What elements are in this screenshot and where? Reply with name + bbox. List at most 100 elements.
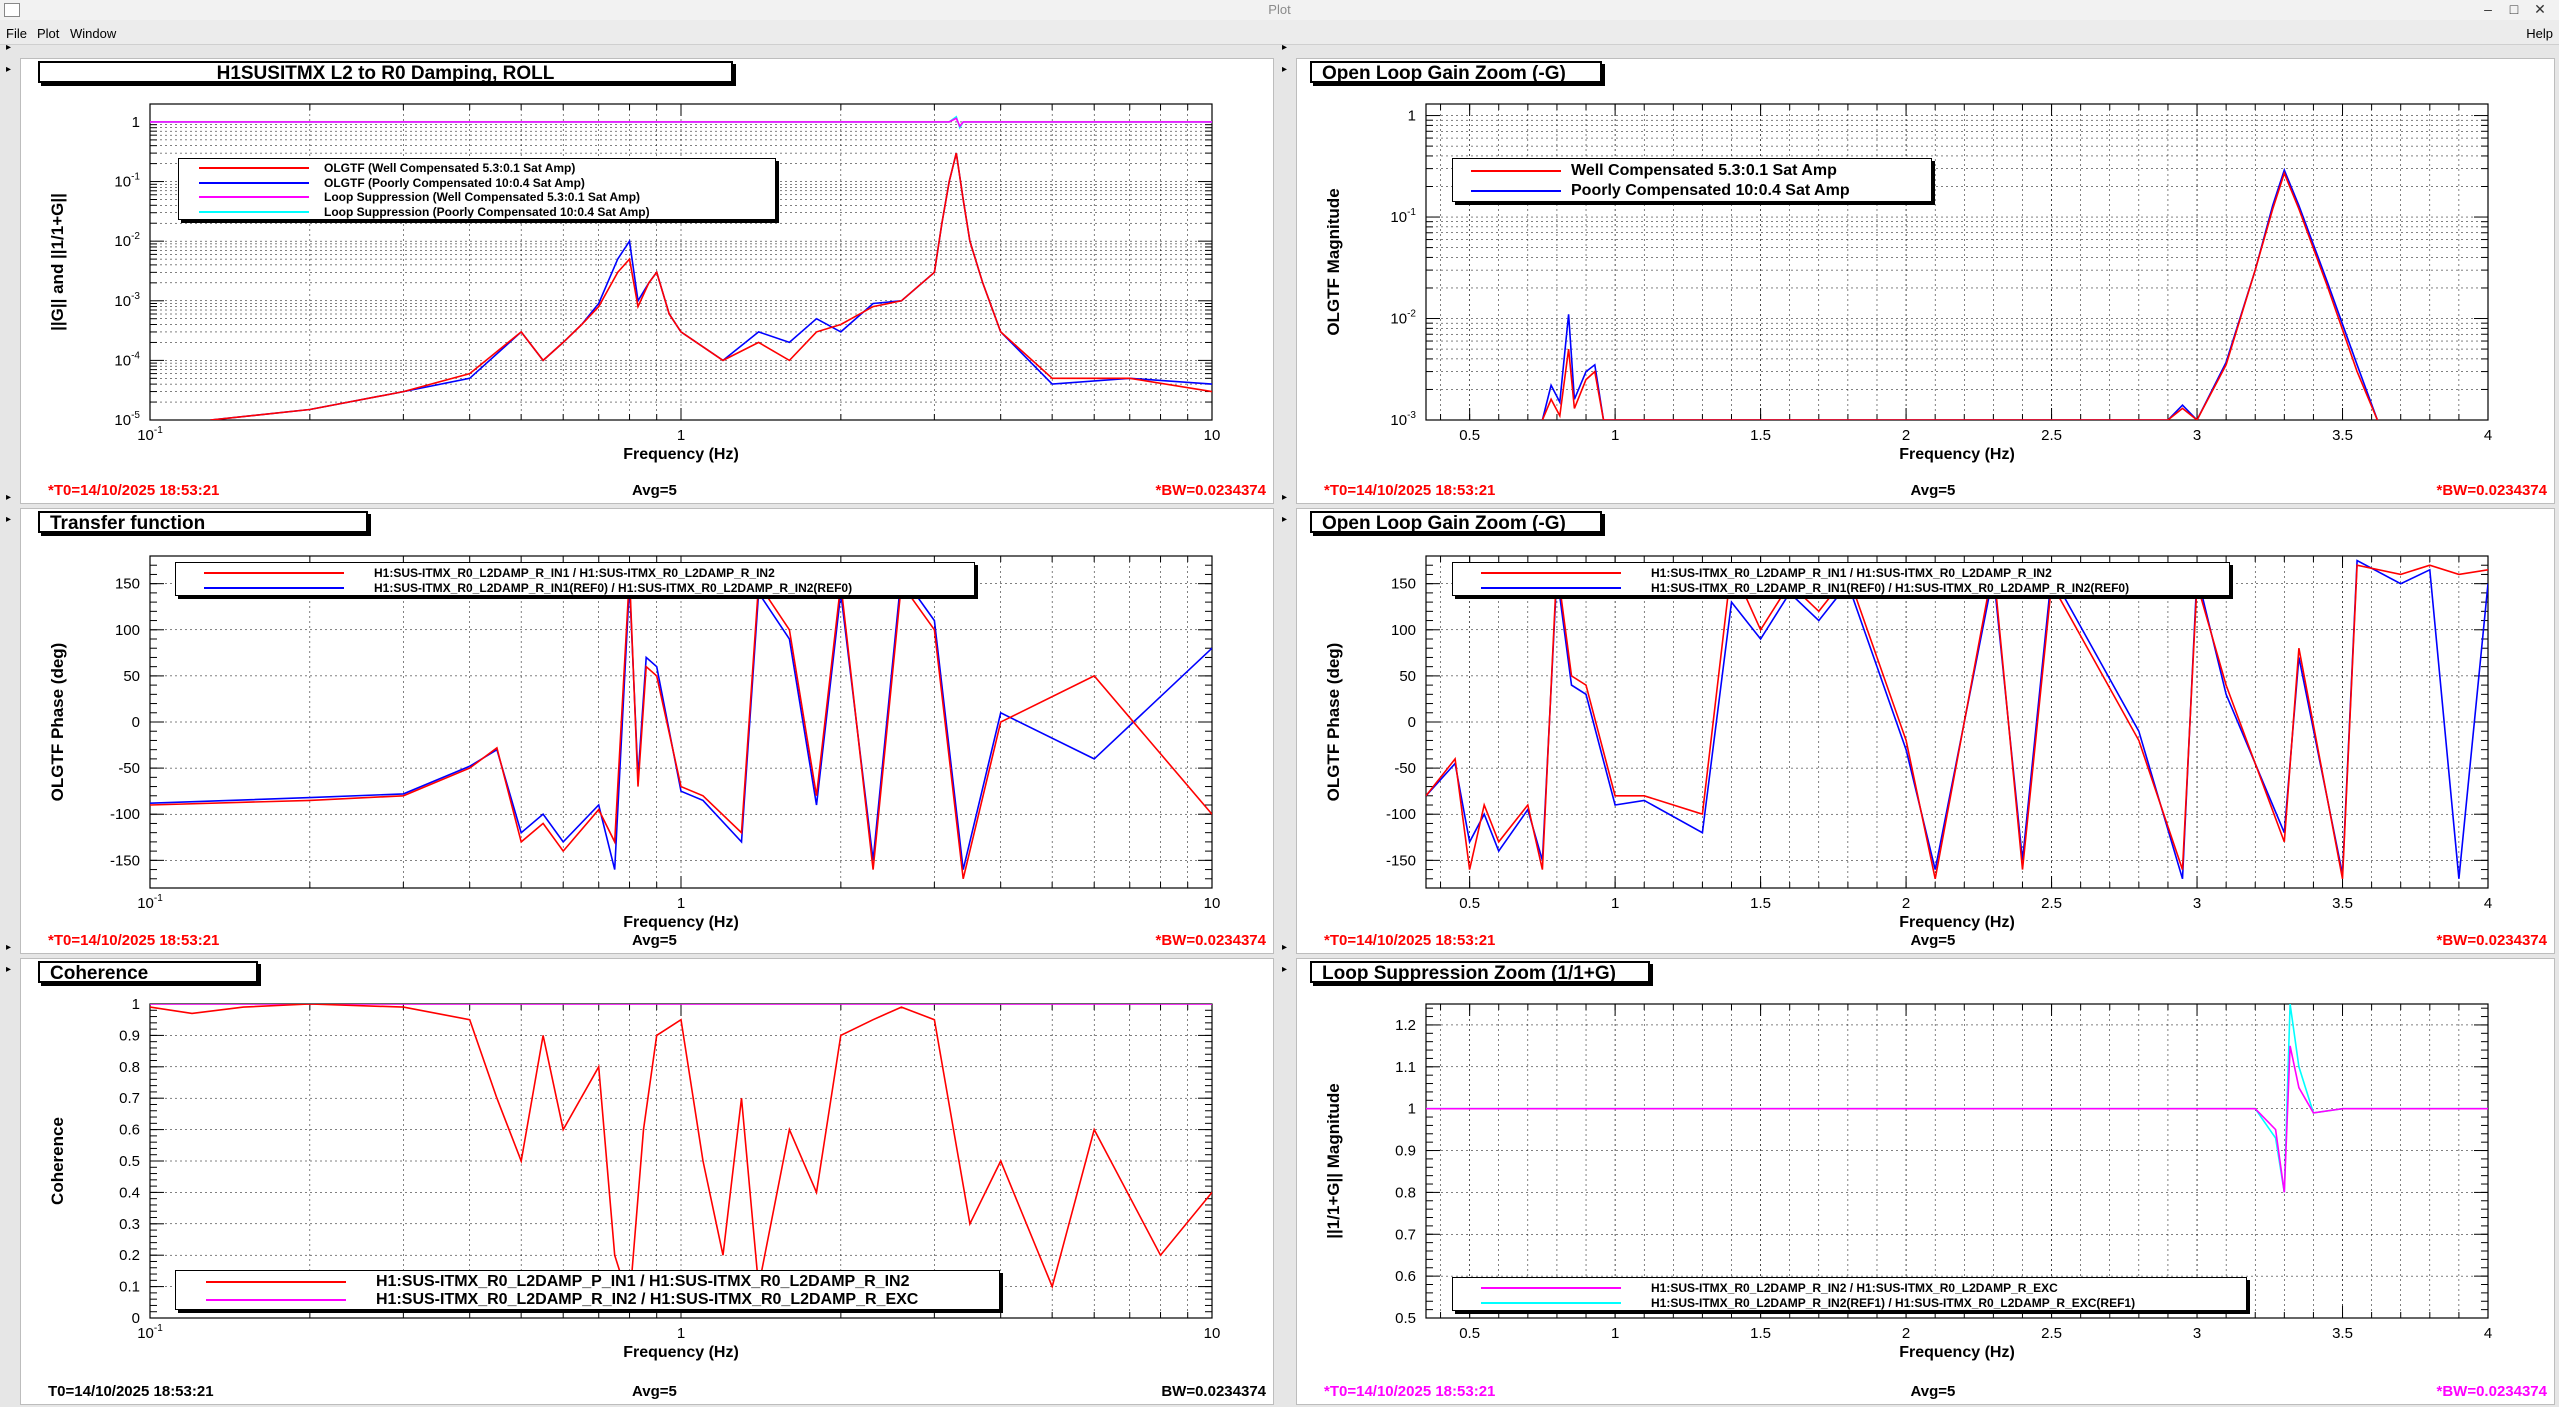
x-axis-label: Frequency (Hz) [1899, 914, 2015, 931]
minimize-icon[interactable]: – [2484, 1, 2492, 17]
y-tick-label: 1 [132, 996, 140, 1013]
legend-swatch [199, 196, 309, 199]
menu-plot[interactable]: Plot [37, 26, 60, 41]
panel-title: H1SUSITMX L2 to R0 Damping, ROLL [38, 61, 733, 83]
plot-area: 10-1 1 10 0 0.1 0.2 0.3 0.4 0.5 0.6 0.7 0.8 0.9 1 [119, 996, 1221, 1342]
legend: H1:SUS-ITMX_R0_L2DAMP_R_IN1 / H1:SUS-ITM… [1452, 562, 2230, 596]
x-tick-label: 10 [1204, 1325, 1221, 1342]
legend-swatch [1481, 586, 1621, 589]
y-tick-label: 0.8 [119, 1059, 140, 1076]
y-tick-label: -100 [1386, 806, 1416, 823]
legend-entry: H1:SUS-ITMX_R0_L2DAMP_P_IN1 / H1:SUS-ITM… [176, 1273, 999, 1291]
x-tick-label: 1 [677, 427, 685, 444]
legend-swatch [204, 571, 344, 574]
y-tick-label: 0.6 [1395, 1268, 1416, 1285]
legend: H1:SUS-ITMX_R0_L2DAMP_P_IN1 / H1:SUS-ITM… [175, 1270, 1000, 1310]
plot-area: 0.5 1 1.5 2 2.5 3 3.5 4 10-3 10-2 10-1 1 [1390, 103, 2492, 444]
pad-options-icon[interactable]: ▸ [1282, 64, 1288, 75]
close-icon[interactable]: ✕ [2534, 1, 2546, 17]
y-tick-label: -150 [110, 852, 140, 869]
panel-title: Open Loop Gain Zoom (-G) [1310, 61, 1602, 83]
series-line-2 [1541, 167, 2379, 420]
y-tick-label: 50 [1399, 668, 1416, 685]
legend-label: OLGTF (Well Compensated 5.3:0.1 Sat Amp) [324, 161, 576, 176]
y-tick-label: 150 [115, 576, 140, 593]
x-tick-label: 1 [1611, 1325, 1619, 1342]
legend-swatch [1481, 1301, 1621, 1304]
y-tick-label: 0.3 [119, 1216, 140, 1233]
pad-toggle-icon[interactable]: ▸ [6, 942, 12, 953]
pad-options-icon[interactable]: ▸ [6, 64, 12, 75]
series-line-3 [150, 117, 1212, 128]
x-tick-label: 4 [2484, 427, 2492, 444]
maximize-icon[interactable]: □ [2509, 1, 2519, 17]
y-tick-label: 1 [1408, 1101, 1416, 1118]
y-tick-label: 10-2 [114, 231, 140, 250]
x-tick-label: 0.5 [1459, 895, 1480, 912]
legend-label: H1:SUS-ITMX_R0_L2DAMP_R_IN2 / H1:SUS-ITM… [1651, 1280, 2058, 1295]
legend-swatch [1471, 190, 1561, 192]
y-tick-label: 10-2 [1390, 309, 1416, 328]
legend-label: H1:SUS-ITMX_R0_L2DAMP_R_IN2 / H1:SUS-ITM… [376, 1291, 919, 1308]
y-tick-label: 10-1 [1390, 207, 1416, 226]
plot-area: 10-1 1 10 -150 -100 -50 0 50 100 150 [110, 555, 1220, 912]
x-axis-label: Frequency (Hz) [1899, 446, 2015, 463]
legend-entry: H1:SUS-ITMX_R0_L2DAMP_R_IN1(REF0) / H1:S… [1453, 580, 2229, 595]
plot-frame [1425, 1003, 2489, 1319]
footer-t0: T0=14/10/2025 18:53:21 [48, 1383, 214, 1400]
panel-title: Coherence [38, 961, 258, 983]
y-tick-label: 0.8 [1395, 1184, 1416, 1201]
y-tick-label: -150 [1386, 852, 1416, 869]
footer-bw: BW=0.0234374 [1161, 1383, 1266, 1400]
menu-window[interactable]: Window [70, 26, 117, 41]
legend-label: Poorly Compensated 10:0.4 Sat Amp [1571, 182, 1850, 199]
legend-entry: H1:SUS-ITMX_R0_L2DAMP_R_IN2 / H1:SUS-ITM… [176, 1291, 999, 1309]
pad-options-icon[interactable]: ▸ [6, 964, 12, 975]
legend-entry: Loop Suppression (Well Compensated 5.3:0… [179, 190, 775, 205]
x-tick-label: 1 [1611, 427, 1619, 444]
y-tick-label: 100 [115, 622, 140, 639]
y-tick-label: 150 [1391, 576, 1416, 593]
legend-swatch [1481, 1286, 1621, 1289]
series-line-1 [150, 1004, 1212, 1303]
x-tick-label: 2.5 [2041, 427, 2062, 444]
grid [1426, 104, 2489, 421]
legend-swatch [206, 1281, 346, 1283]
pad-options-icon[interactable]: ▸ [6, 514, 12, 525]
pad-options-icon[interactable]: ▸ [1282, 964, 1288, 975]
legend-entry: Well Compensated 5.3:0.1 Sat Amp [1453, 161, 1931, 181]
panel-title: Transfer function [38, 511, 368, 533]
pad-toggle-icon[interactable]: ▸ [6, 492, 12, 503]
pad-toggle-icon[interactable]: ▸ [6, 42, 12, 53]
menu-file[interactable]: File [6, 26, 27, 41]
pad-options-icon[interactable]: ▸ [1282, 514, 1288, 525]
y-tick-label: 100 [1391, 622, 1416, 639]
plot-area: 0.5 1 1.5 2 2.5 3 3.5 4 0.5 0.6 0.7 0.8 0.9 1 1.1 1.2 [1395, 1003, 2492, 1342]
legend: H1:SUS-ITMX_R0_L2DAMP_R_IN2 / H1:SUS-ITM… [1452, 1277, 2247, 1311]
pad-toggle-icon[interactable]: ▸ [1282, 492, 1288, 503]
y-tick-label: 0.9 [119, 1027, 140, 1044]
menu-bar: File Plot Window Help [0, 20, 2559, 45]
footer-avg: Avg=5 [1910, 932, 1956, 949]
panel-title: Loop Suppression Zoom (1/1+G) [1310, 961, 1650, 983]
pad-toggle-icon[interactable]: ▸ [1282, 942, 1288, 953]
footer-bw: *BW=0.0234374 [1155, 482, 1267, 499]
footer-avg: Avg=5 [632, 932, 677, 949]
legend-swatch [199, 210, 309, 213]
x-tick-label: 2 [1902, 895, 1910, 912]
footer-t0: *T0=14/10/2025 18:53:21 [48, 932, 220, 949]
x-tick-label: 3.5 [2332, 427, 2353, 444]
y-tick-label: 0.1 [119, 1279, 140, 1296]
menu-help[interactable]: Help [2526, 26, 2553, 41]
window-titlebar: Plot – □ ✕ [0, 0, 2559, 21]
pad-toggle-icon[interactable]: ▸ [1282, 42, 1288, 53]
legend-entry: H1:SUS-ITMX_R0_L2DAMP_R_IN2 / H1:SUS-ITM… [1453, 1280, 2246, 1295]
y-tick-label: 50 [123, 668, 140, 685]
y-tick-label: 0.2 [119, 1247, 140, 1264]
legend-entry: Poorly Compensated 10:0.4 Sat Amp [1453, 181, 1931, 201]
y-tick-label: -50 [118, 760, 140, 777]
y-tick-label: 1.2 [1395, 1017, 1416, 1034]
legend-label: H1:SUS-ITMX_R0_L2DAMP_R_IN1(REF0) / H1:S… [1651, 580, 2130, 595]
x-tick-label: 1 [677, 895, 685, 912]
